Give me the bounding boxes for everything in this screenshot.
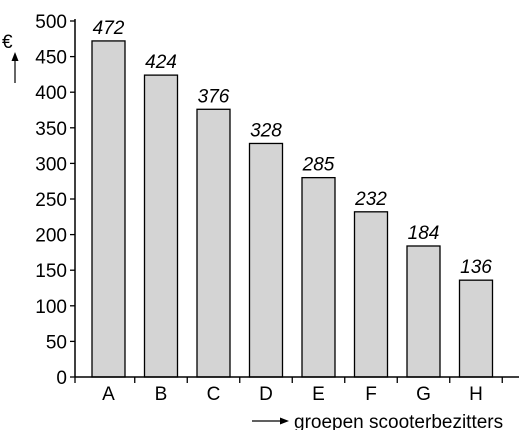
y-axis: 0 50 100 150 200 250 300 350 400 450 500 [35,12,76,389]
x-axis-arrow [252,417,289,425]
y-tick-label: 400 [35,83,67,104]
data-label-C: 376 [198,86,230,107]
y-tick-label: 250 [35,190,67,211]
bar-D [248,142,284,378]
bar-G [406,245,441,378]
y-axis-label: € [2,32,13,53]
data-label-E: 285 [302,155,335,176]
data-label-A: 472 [93,18,125,39]
y-tick-label: 150 [35,261,67,282]
x-tick-label-C: C [207,384,221,405]
x-tick-label-D: D [259,384,273,405]
y-tick-label: 350 [35,119,67,140]
x-tick-label-H: H [469,384,483,405]
bar-A [91,40,126,378]
bar-E [301,176,336,378]
x-tick-label-B: B [155,384,168,405]
x-axis: A B C D E F G H [74,376,519,405]
y-tick-label: 300 [35,154,67,175]
bar-labels-group: 472 424 376 328 285 232 184 136 [93,18,493,278]
y-tick-label: 0 [56,368,67,389]
x-tick-label-G: G [416,384,431,405]
x-tick-label-F: F [365,384,377,405]
y-tick-label: 200 [35,226,67,247]
bar-B [143,74,179,378]
y-axis-arrow [11,52,19,83]
y-tick-label: 100 [35,297,67,318]
bar-F [353,211,389,378]
bars-group [91,40,494,378]
data-label-D: 328 [250,120,282,141]
data-label-G: 184 [408,223,440,244]
x-tick-label-A: A [102,384,115,405]
y-tick-label: 50 [46,332,67,353]
data-label-B: 424 [145,52,177,73]
bar-C [196,108,231,378]
bar-H [458,279,494,378]
data-label-F: 232 [354,189,387,210]
x-axis-label: groepen scooterbezitters [294,412,503,430]
x-tick-label-E: E [312,384,325,405]
y-tick-label: 500 [35,12,67,33]
data-label-H: 136 [460,257,492,278]
y-tick-label: 450 [35,48,67,69]
